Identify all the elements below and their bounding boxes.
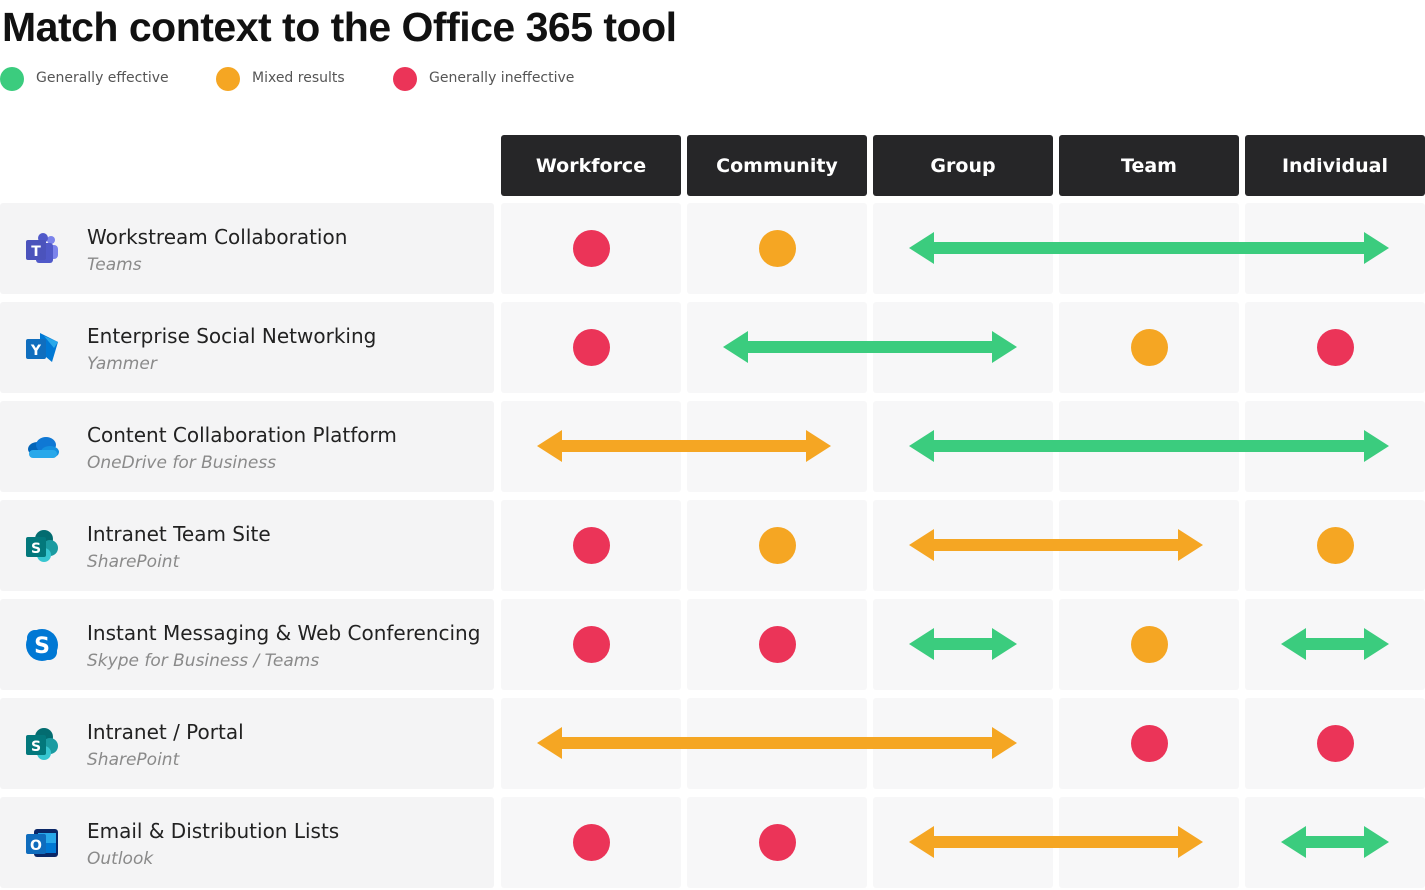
legend-label-effective: Generally effective bbox=[36, 70, 169, 86]
rating-dot-mixed bbox=[1130, 328, 1168, 366]
rating-dot-mixed bbox=[758, 526, 796, 564]
row-name: Intranet Team Site bbox=[87, 522, 271, 546]
svg-text:S: S bbox=[31, 541, 41, 557]
onedrive-icon bbox=[24, 429, 60, 465]
row-tool: Yammer bbox=[87, 354, 157, 374]
range-arrow-mixed bbox=[909, 529, 1203, 561]
svg-text:S: S bbox=[34, 634, 50, 659]
rating-dot-ineffective bbox=[1316, 328, 1354, 366]
row-name: Email & Distribution Lists bbox=[87, 819, 340, 843]
sharepoint-icon: S bbox=[24, 528, 60, 564]
row-tool: Outlook bbox=[87, 849, 154, 869]
range-arrow-effective bbox=[1281, 826, 1389, 858]
row-label-workstream-collaboration: T Workstream Collaboration Teams bbox=[0, 203, 494, 294]
column-header-community: Community bbox=[687, 135, 867, 196]
row-name: Instant Messaging & Web Conferencing bbox=[87, 621, 481, 645]
legend-dot-effective bbox=[0, 67, 24, 91]
row-label-enterprise-social-networking: Y Enterprise Social Networking Yammer bbox=[0, 302, 494, 393]
row-tool: SharePoint bbox=[87, 750, 180, 770]
range-arrow-effective bbox=[909, 430, 1389, 462]
range-arrow-mixed bbox=[537, 727, 1017, 759]
rating-dot-ineffective bbox=[1316, 724, 1354, 762]
legend-label-ineffective: Generally ineffective bbox=[429, 70, 575, 86]
range-arrow-effective bbox=[1281, 628, 1389, 660]
svg-text:Y: Y bbox=[30, 343, 42, 359]
row-tool: Skype for Business / Teams bbox=[87, 651, 320, 671]
legend-dot-ineffective bbox=[393, 67, 417, 91]
rating-dot-ineffective bbox=[572, 526, 610, 564]
rating-dot-ineffective bbox=[758, 823, 796, 861]
range-arrow-mixed bbox=[909, 826, 1203, 858]
rating-dot-ineffective bbox=[572, 823, 610, 861]
svg-text:T: T bbox=[31, 244, 41, 260]
rating-dot-ineffective bbox=[572, 328, 610, 366]
teams-icon: T bbox=[24, 231, 60, 267]
row-name: Content Collaboration Platform bbox=[87, 423, 397, 447]
row-name: Enterprise Social Networking bbox=[87, 324, 377, 348]
legend: Generally effective Mixed results Genera… bbox=[0, 66, 640, 92]
rating-dot-ineffective bbox=[572, 625, 610, 663]
row-label-content-collaboration-platform: Content Collaboration Platform OneDrive f… bbox=[0, 401, 494, 492]
column-header-workforce: Workforce bbox=[501, 135, 681, 196]
rating-dot-ineffective bbox=[758, 625, 796, 663]
column-header-group: Group bbox=[873, 135, 1053, 196]
skype-icon: S bbox=[24, 627, 60, 663]
range-arrow-effective bbox=[723, 331, 1017, 363]
row-label-instant-messaging-web-conferencing: S Instant Messaging & Web Conferencing Sky… bbox=[0, 599, 494, 690]
rating-dot-mixed bbox=[1316, 526, 1354, 564]
page-title: Match context to the Office 365 tool bbox=[2, 4, 677, 50]
rating-dot-mixed bbox=[1130, 625, 1168, 663]
row-label-intranet-team-site: S Intranet Team Site SharePoint bbox=[0, 500, 494, 591]
column-header-team: Team bbox=[1059, 135, 1239, 196]
outlook-icon: O bbox=[24, 825, 60, 861]
range-arrow-effective bbox=[909, 628, 1017, 660]
rating-dot-ineffective bbox=[572, 229, 610, 267]
svg-text:O: O bbox=[30, 838, 42, 854]
sharepoint-icon: S bbox=[24, 726, 60, 762]
rating-dot-ineffective bbox=[1130, 724, 1168, 762]
range-arrow-mixed bbox=[537, 430, 831, 462]
row-label-intranet-portal: S Intranet / Portal SharePoint bbox=[0, 698, 494, 789]
row-label-email-distribution-lists: O Email & Distribution Lists Outlook bbox=[0, 797, 494, 888]
legend-dot-mixed bbox=[216, 67, 240, 91]
row-name: Workstream Collaboration bbox=[87, 225, 348, 249]
yammer-icon: Y bbox=[24, 330, 60, 366]
rating-dot-mixed bbox=[758, 229, 796, 267]
row-tool: OneDrive for Business bbox=[87, 453, 277, 473]
row-tool: SharePoint bbox=[87, 552, 180, 572]
range-arrow-effective bbox=[909, 232, 1389, 264]
column-header-individual: Individual bbox=[1245, 135, 1425, 196]
svg-text:S: S bbox=[31, 739, 41, 755]
legend-label-mixed: Mixed results bbox=[252, 70, 345, 86]
row-name: Intranet / Portal bbox=[87, 720, 244, 744]
row-tool: Teams bbox=[87, 255, 142, 275]
